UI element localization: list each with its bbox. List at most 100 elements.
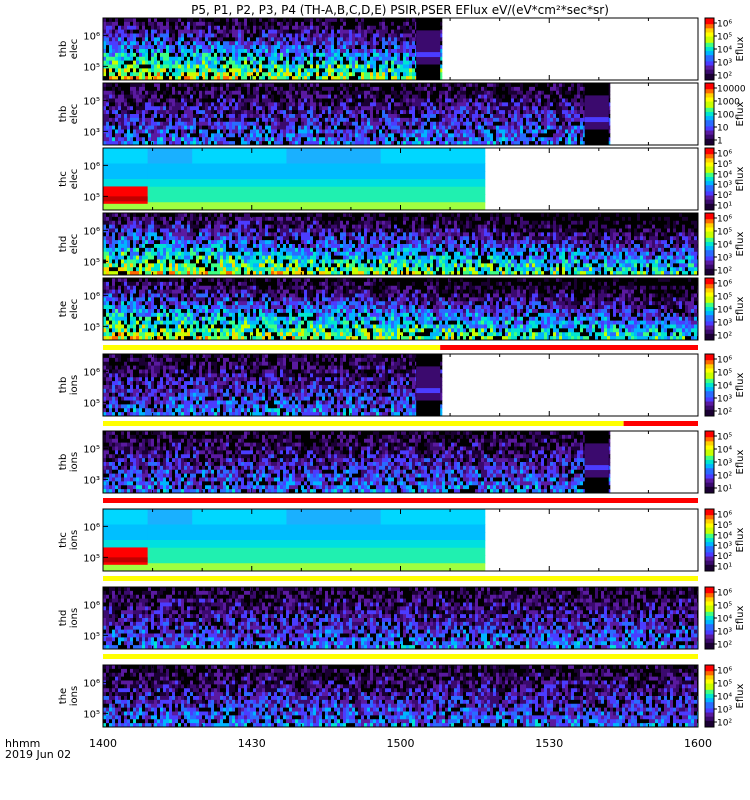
colorbar-tick-label: 10⁵ — [717, 33, 732, 43]
spectrogram-image — [103, 83, 611, 145]
y-axis-label: thdelec — [58, 234, 80, 255]
y-tick-label: 10⁶ — [83, 291, 100, 302]
colorbar-tick-label: 10³ — [717, 459, 732, 469]
y-tick-label: 10⁵ — [83, 553, 100, 564]
colorbar-label: Eflux — [735, 166, 746, 191]
colorbar-tick-label: 10³ — [717, 542, 732, 552]
y-tick-label: 10⁵ — [83, 62, 100, 73]
colorbar-tick-label: 10³ — [717, 59, 732, 69]
y-tick-label: 10³ — [83, 127, 100, 138]
y-axis-label: theelec — [58, 299, 80, 320]
colorbar-tick-label: 10³ — [717, 254, 732, 264]
x-tick-label: 1600 — [684, 737, 712, 750]
colorbar-tick-label: 10⁵ — [717, 521, 732, 531]
colorbar-tick-label: 10⁴ — [717, 382, 732, 392]
chart-title: P5, P1, P2, P3, P4 (TH-A,B,C,D,E) PSIR,P… — [191, 3, 609, 17]
mode-bar-segment — [103, 421, 624, 426]
colorbar-tick-label: 10 — [717, 124, 729, 134]
colorbar-tick-label: 1 — [717, 137, 723, 147]
mode-bar-segment — [103, 498, 698, 503]
spectrogram-image — [103, 148, 486, 210]
spectrogram-image — [103, 431, 611, 493]
colorbar-tick-label: 10³ — [717, 706, 732, 716]
y-tick-label: 10⁶ — [83, 226, 100, 237]
colorbar-tick-label: 100 — [717, 111, 734, 121]
mode-bars — [103, 345, 698, 659]
colorbar-label: Eflux — [735, 449, 746, 474]
y-axis-label: thcelec — [58, 169, 80, 190]
colorbar-label: Eflux — [735, 683, 746, 708]
y-axis-label: thdions — [58, 608, 80, 628]
y-tick-label: 10⁶ — [83, 600, 100, 611]
spectrogram-image — [103, 354, 443, 416]
colorbar-tick-label: 10² — [717, 641, 732, 651]
colorbar-tick-label: 10¹ — [717, 485, 732, 495]
colorbar-tick-label: 10000 — [717, 85, 746, 95]
colorbar-tick-label: 10⁴ — [717, 531, 732, 541]
mode-bar-segment — [103, 654, 698, 659]
colorbar-tick-label: 10⁵ — [717, 433, 732, 443]
colorbar-tick-label: 10² — [717, 267, 732, 277]
colorbar: 10⁶ 10⁵ 10⁴ 10³ 10² Eflux — [704, 664, 746, 729]
y-tick-label: 10⁵ — [83, 322, 100, 333]
colorbar: 10⁶ 10⁵ 10⁴ 10³ 10² Eflux — [704, 586, 746, 651]
mode-bar-segment — [623, 421, 698, 426]
colorbar-tick-label: 10⁶ — [717, 356, 732, 366]
y-tick-label: 10⁵ — [83, 257, 100, 268]
colorbar-tick-label: 10² — [717, 552, 732, 562]
x-tick-label: 1430 — [238, 737, 266, 750]
colorbar-tick-label: 10⁴ — [717, 170, 732, 180]
spectrogram-image — [103, 665, 698, 727]
colorbar: 10⁵ 10⁴ 10³ 10² 10¹ Eflux — [704, 430, 746, 495]
colorbar-tick-label: 10¹ — [717, 563, 732, 573]
y-tick-label: 10³ — [83, 475, 100, 486]
y-tick-label: 10⁵ — [83, 444, 100, 455]
mode-bar-segment — [103, 576, 698, 581]
colorbar-tick-label: 10² — [717, 332, 732, 342]
colorbar-tick-label: 10² — [717, 72, 732, 82]
colorbar-label: Eflux — [735, 372, 746, 397]
y-tick-label: 10⁵ — [83, 631, 100, 642]
y-tick-label: 10⁵ — [83, 96, 100, 107]
x-axis-label-hhmm: hhmm — [5, 737, 40, 750]
x-tick-label: 1400 — [89, 737, 117, 750]
colorbar-tick-label: 10⁶ — [717, 215, 732, 225]
colorbar: 10⁶ 10⁵ 10⁴ 10³ 10² Eflux — [704, 212, 746, 277]
x-tick-label: 1500 — [387, 737, 415, 750]
colorbar: 10⁶ 10⁵ 10⁴ 10³ 10² Eflux — [704, 17, 746, 82]
y-axis-label: theions — [58, 686, 80, 706]
colorbar-tick-label: 10⁵ — [717, 160, 732, 170]
colorbar-tick-label: 10² — [717, 191, 732, 201]
colorbar-tick-label: 10⁶ — [717, 667, 732, 677]
colorbar: 10000 1000 100 10 1 Eflux — [704, 82, 746, 147]
colorbar-tick-label: 10¹ — [717, 202, 732, 212]
colorbar-tick-label: 10⁴ — [717, 615, 732, 625]
y-tick-label: 10⁶ — [83, 31, 100, 42]
colorbar-tick-label: 10⁵ — [717, 228, 732, 238]
x-tick-label: 1530 — [535, 737, 563, 750]
colorbar-tick-label: 10⁶ — [717, 150, 732, 160]
x-axis: hhmm 2019 Jun 02 1400 1430 1500 1530 1600 — [5, 737, 712, 761]
mode-bar-segment — [103, 345, 441, 350]
y-axis-label: thbions — [58, 375, 80, 395]
colorbar-tick-label: 10⁴ — [717, 693, 732, 703]
colorbar-label: Eflux — [735, 101, 746, 126]
colorbar-tick-label: 10² — [717, 408, 732, 418]
colorbar-tick-label: 10² — [717, 472, 732, 482]
y-axis-label: thbelec — [58, 104, 80, 125]
spectrogram-image — [103, 509, 486, 571]
colorbar-tick-label: 10³ — [717, 395, 732, 405]
colorbar-tick-label: 10³ — [717, 181, 732, 191]
colorbar-tick-label: 10⁴ — [717, 446, 732, 456]
y-tick-label: 10⁶ — [83, 678, 100, 689]
colorbar-label: Eflux — [735, 527, 746, 552]
y-tick-label: 10⁵ — [83, 192, 100, 203]
